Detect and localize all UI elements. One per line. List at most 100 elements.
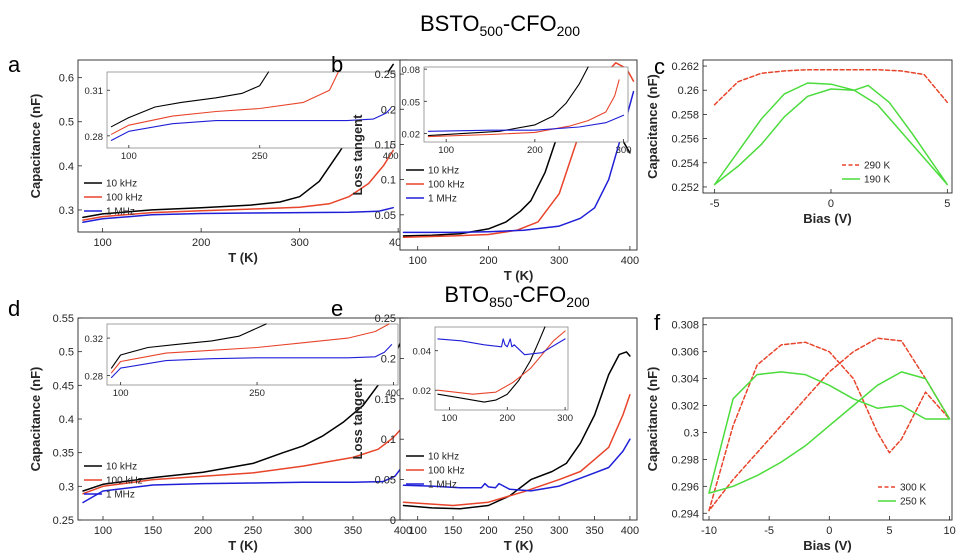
group-title-bottom-sep: -CFO — [513, 282, 567, 307]
panel-label: e — [331, 296, 343, 321]
legend-entry: 10 kHz — [106, 179, 137, 190]
y-tick-label: 0.05 — [402, 97, 421, 108]
panel-label: c — [654, 54, 665, 79]
x-tick-label: 100 — [94, 525, 112, 537]
x-tick-label: 0 — [826, 525, 832, 537]
x-tick-label: -5 — [764, 525, 774, 537]
panel-label: d — [8, 296, 20, 321]
x-axis-label: T (K) — [228, 538, 258, 553]
legend: 290 K 190 K — [842, 161, 890, 186]
x-tick-label: 250 — [249, 388, 265, 399]
y-tick-label: 0.3 — [59, 481, 74, 493]
series-line-100-khz — [402, 394, 631, 507]
panel-label: a — [8, 52, 21, 77]
inset-series-line-2 — [110, 107, 392, 141]
legend-entry: 1 MHz — [106, 490, 135, 501]
x-tick-label: 300 — [290, 237, 308, 249]
y-tick-label: 0.4 — [59, 161, 74, 173]
y-tick-label: 0.26 — [678, 85, 699, 97]
y-tick-label: 0.252 — [671, 182, 699, 194]
x-tick-label: 350 — [585, 525, 603, 537]
y-tick-label: 0.3 — [59, 205, 74, 217]
series-line-1-mhz — [82, 206, 394, 224]
y-tick-label: 0.35 — [53, 448, 74, 460]
y-tick-label: 0.5 — [59, 347, 74, 359]
legend-entry: 1 MHz — [428, 194, 457, 205]
x-tick-label: 400 — [386, 388, 402, 399]
x-tick-label: 200 — [479, 255, 497, 267]
inset-series-line-2 — [437, 338, 566, 356]
x-tick-label: 200 — [499, 413, 515, 424]
x-tick-label: 300 — [557, 413, 573, 424]
x-tick-label: -10 — [701, 525, 717, 537]
series-line-100-khz — [82, 428, 402, 495]
y-tick-label: 0 — [390, 515, 396, 527]
y-tick-label: 0.28 — [85, 372, 104, 383]
series-line-100-khz — [402, 62, 635, 239]
inset-series-line-1 — [437, 330, 566, 395]
y-tick-label: 0.25 — [53, 515, 74, 527]
series-line-290-k — [713, 68, 949, 106]
y-tick-label: 0.304 — [671, 374, 699, 386]
x-tick-label: 400 — [621, 525, 639, 537]
panel-label: b — [331, 52, 343, 77]
inset-frame — [423, 66, 629, 143]
inset-series-line-0 — [427, 66, 589, 137]
x-axis-label: Bias (V) — [803, 538, 851, 553]
x-tick-label: 200 — [194, 525, 212, 537]
axes-frame — [702, 59, 953, 194]
legend-entry: 10 kHz — [428, 166, 459, 177]
legend-entry: 1 MHz — [428, 480, 457, 491]
y-axis-label: Loss tangent — [350, 114, 365, 196]
y-tick-label: 0.296 — [671, 481, 699, 493]
legend-entry: 100 kHz — [428, 180, 465, 191]
x-tick-label: 300 — [616, 145, 632, 156]
y-axis-label: Capacitance (nF) — [645, 367, 660, 472]
legend: 10 kHz 100 kHz 1 MHz — [406, 452, 465, 491]
y-tick-label: 0.28 — [85, 132, 104, 143]
x-tick-label: 250 — [244, 525, 262, 537]
inset-a: 100 250 400 0.28 0.31 — [85, 71, 399, 162]
inset-series-line-1 — [110, 323, 390, 374]
legend-entry: 300 K — [900, 483, 926, 494]
series-line-190-k — [713, 82, 949, 186]
legend-entry: 10 kHz — [106, 462, 137, 473]
series-line-1-mhz — [402, 438, 631, 492]
legend: 300 K 250 K — [878, 483, 926, 508]
group-title-bottom-sub2: 200 — [566, 294, 590, 310]
legend-entry: 100 kHz — [106, 193, 143, 204]
x-tick-label: 0 — [828, 198, 834, 210]
y-tick-label: 0.05 — [375, 475, 396, 487]
series-line-10-khz — [402, 351, 631, 510]
inset-series-line-0 — [110, 71, 270, 128]
y-tick-label: 0.6 — [59, 73, 74, 85]
x-tick-label: 400 — [383, 151, 399, 162]
x-tick-label: 400 — [621, 255, 639, 267]
group-title-bottom-sub1: 850 — [489, 294, 513, 310]
y-tick-label: 0.15 — [375, 394, 396, 406]
panel-d: 100 150 200 250 300 350 400 0.25 0.3 0.35 0.4 0.45 0… — [8, 296, 412, 553]
y-tick-label: 0.45 — [53, 380, 74, 392]
x-axis-label: Bias (V) — [803, 211, 851, 226]
series-line-300-k — [708, 337, 951, 512]
legend: 10 kHz 100 kHz 1 MHz — [84, 179, 143, 218]
inset-series-line-1 — [427, 79, 620, 138]
x-tick-label: 200 — [192, 237, 210, 249]
x-tick-label: 350 — [344, 525, 362, 537]
panel-c: -5 0 5 0.252 0.254 0.256 0.258 0.26 0.262 Bias (V… — [645, 54, 953, 226]
panel-b: 100 200 300 400 0.05 0.1 0.15 0.2 0.25 100 200 300 0… — [331, 52, 639, 283]
inset-series-line-1 — [110, 71, 339, 135]
group-title-bottom-main: BTO — [444, 282, 489, 307]
y-tick-label: 0.294 — [671, 508, 699, 520]
y-tick-label: 0.3 — [684, 427, 699, 439]
y-tick-label: 0.302 — [671, 401, 699, 413]
panel-e: 100 150 200 250 300 350 40000.050.10.150.20.25… — [331, 296, 639, 553]
x-tick-label: 300 — [294, 525, 312, 537]
x-tick-label: 100 — [442, 413, 458, 424]
inset-series-line-0 — [437, 326, 546, 403]
legend: 10 kHz 100 kHz 1 MHz — [406, 166, 465, 205]
y-tick-label: 0.04 — [413, 347, 432, 358]
x-tick-label: 200 — [527, 145, 543, 156]
axes-frame — [702, 317, 953, 521]
